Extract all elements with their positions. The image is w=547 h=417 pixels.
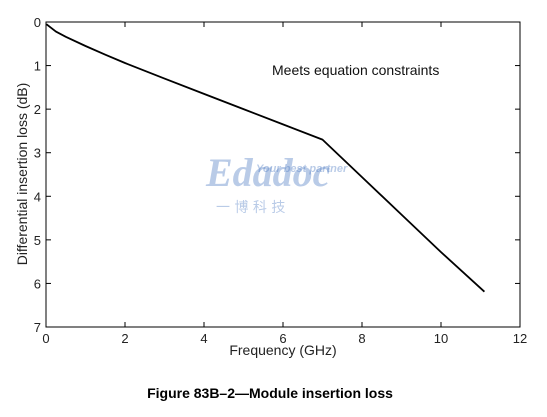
x-tick-label-6: 12 (513, 331, 527, 346)
edadoc-watermark-logo: Edadoc Your best partner 一 博 科 技 (205, 150, 348, 216)
y-tick-label-6: 6 (34, 276, 41, 291)
y-tick-label-4: 4 (34, 189, 41, 204)
figure-caption: Figure 83B–2—Module insertion loss (147, 385, 393, 401)
x-tick-label-5: 10 (434, 331, 448, 346)
annotation-text: Meets equation constraints (272, 62, 439, 78)
y-tick-label-0: 0 (34, 15, 41, 30)
x-tick-label-0: 0 (42, 331, 49, 346)
x-axis-label: Frequency (GHz) (229, 342, 336, 358)
x-tick-label-1: 2 (121, 331, 128, 346)
watermark-tagline: Your best partner (256, 163, 348, 175)
y-tick-labels: 0 1 2 3 4 5 6 7 (34, 15, 41, 335)
x-tick-labels: 0 2 4 6 8 10 12 (42, 331, 527, 346)
watermark-chinese: 一 博 科 技 (216, 199, 285, 216)
insertion-loss-series-line (45, 23, 486, 293)
y-tick-label-7: 7 (34, 320, 41, 335)
y-axis-label: Differential insertion loss (dB) (14, 83, 30, 266)
watermark-logo-text: Edadoc (205, 150, 331, 195)
y-tick-label-5: 5 (34, 233, 41, 248)
x-tick-label-4: 8 (358, 331, 365, 346)
y-tick-label-2: 2 (34, 102, 41, 117)
axis-ticks (45, 21, 521, 328)
x-tick-label-3: 6 (279, 331, 286, 346)
y-tick-label-1: 1 (34, 59, 41, 74)
x-tick-label-2: 4 (200, 331, 207, 346)
y-tick-label-3: 3 (34, 146, 41, 161)
